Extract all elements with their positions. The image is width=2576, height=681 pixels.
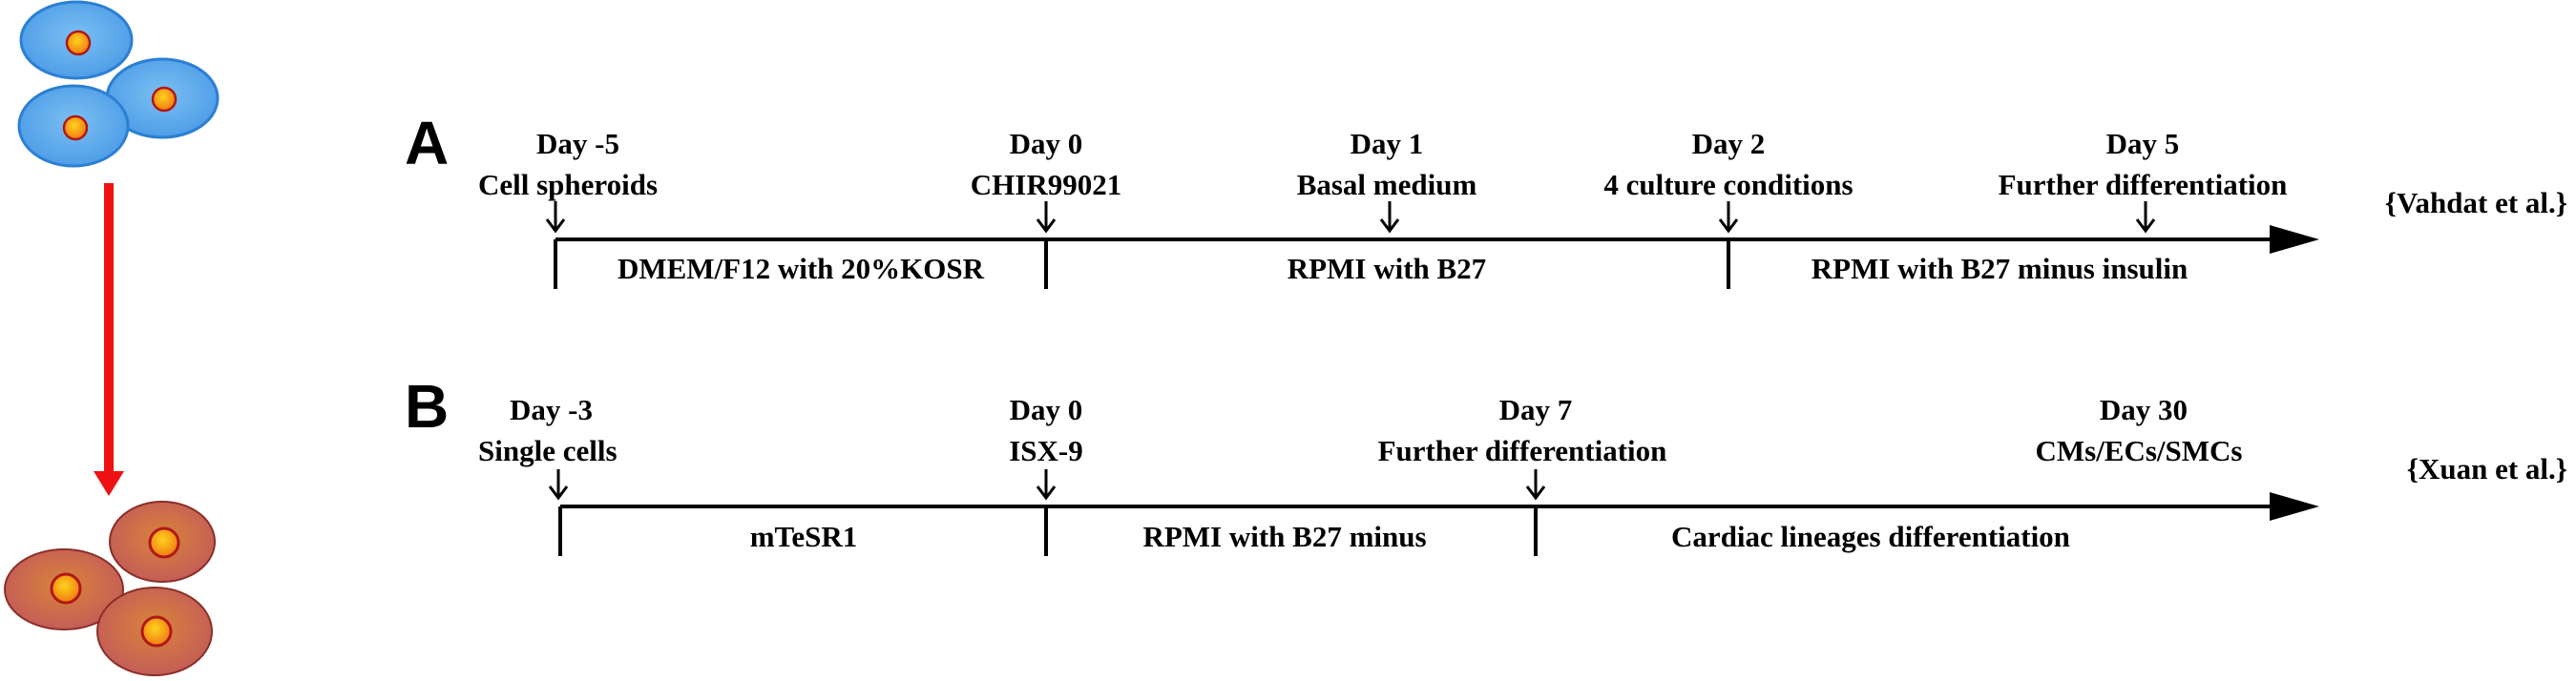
event-day-label: Day 5 (2106, 127, 2180, 160)
event-day-label: Day 0 (1010, 393, 1083, 426)
differentiated-cell (109, 501, 216, 583)
down-arrow-icon (545, 201, 566, 234)
panel-a-letter: A (405, 109, 449, 177)
event-description: Cell spheroids (478, 168, 658, 201)
stem-cell-cluster (17, 0, 220, 168)
stem-cell (19, 0, 134, 80)
citation: {Xuan et al.} (2407, 452, 2567, 485)
panel-b: B Day -3 Single cells Day 0 ISX-9 (405, 372, 2567, 556)
differentiation-arrow (94, 183, 124, 496)
down-arrow-icon (1036, 469, 1057, 501)
timeline-a (554, 225, 2319, 289)
event-day-label: Day 0 (1010, 127, 1083, 160)
event-day-label: Day 7 (1499, 393, 1573, 426)
down-arrow-icon (1036, 201, 1057, 234)
differentiated-cell (96, 587, 213, 676)
segment-label: mTeSR1 (750, 520, 858, 553)
event-description: 4 culture conditions (1603, 168, 1853, 201)
segment-label: DMEM/F12 with 20%KOSR (618, 252, 985, 285)
event-day-5-a: Day 5 Further differentiation (1999, 127, 2288, 234)
event-day-30-b: Day 30 CMs/ECs/SMCs (2035, 393, 2242, 467)
event-day-label: Day 30 (2100, 393, 2188, 426)
segment-label: RPMI with B27 minus (1142, 520, 1426, 553)
event-day-1-a: Day 1 Basal medium (1297, 127, 1477, 234)
event-day-minus3-b: Day -3 Single cells (478, 393, 618, 501)
differentiated-cell (4, 548, 124, 630)
segment-label: RPMI with B27 minus insulin (1812, 252, 2189, 285)
event-description: CMs/ECs/SMCs (2035, 434, 2242, 467)
down-arrow-icon (2135, 201, 2156, 234)
stem-cell (17, 84, 130, 168)
event-day-0-b: Day 0 ISX-9 (1009, 393, 1083, 501)
down-arrow-icon (548, 469, 569, 501)
segment-label: RPMI with B27 (1288, 252, 1486, 285)
event-description: CHIR99021 (971, 168, 1121, 201)
event-description: Further differentiation (1378, 434, 1667, 467)
segment-label: Cardiac lineages differentiation (1671, 520, 2070, 553)
event-description: Further differentiation (1999, 168, 2288, 201)
timeline-b (558, 492, 2319, 556)
event-day-label: Day -3 (510, 393, 593, 426)
down-arrow-icon (1718, 201, 1739, 234)
event-description: Basal medium (1297, 168, 1477, 201)
panel-a: A Day -5 Cell spheroids Day 0 CHIR99021 (405, 109, 2567, 289)
down-arrow-icon (1525, 469, 1546, 501)
event-day-minus5-a: Day -5 Cell spheroids (478, 127, 658, 234)
event-description: Single cells (478, 434, 618, 467)
citation: {Vahdat et al.} (2385, 186, 2567, 219)
event-description: ISX-9 (1009, 434, 1083, 467)
event-day-7-b: Day 7 Further differentiation (1378, 393, 1667, 501)
stem-cell (105, 57, 220, 139)
event-day-2-a: Day 2 4 culture conditions (1603, 127, 1853, 234)
event-day-label: Day -5 (536, 127, 619, 160)
cell-illustration (4, 0, 220, 676)
event-day-label: Day 2 (1692, 127, 1766, 160)
event-day-label: Day 1 (1351, 127, 1424, 160)
panel-b-letter: B (405, 372, 449, 441)
event-day-0-a: Day 0 CHIR99021 (971, 127, 1121, 234)
down-arrow-icon (1379, 201, 1400, 234)
differentiated-cell-cluster (4, 501, 216, 676)
